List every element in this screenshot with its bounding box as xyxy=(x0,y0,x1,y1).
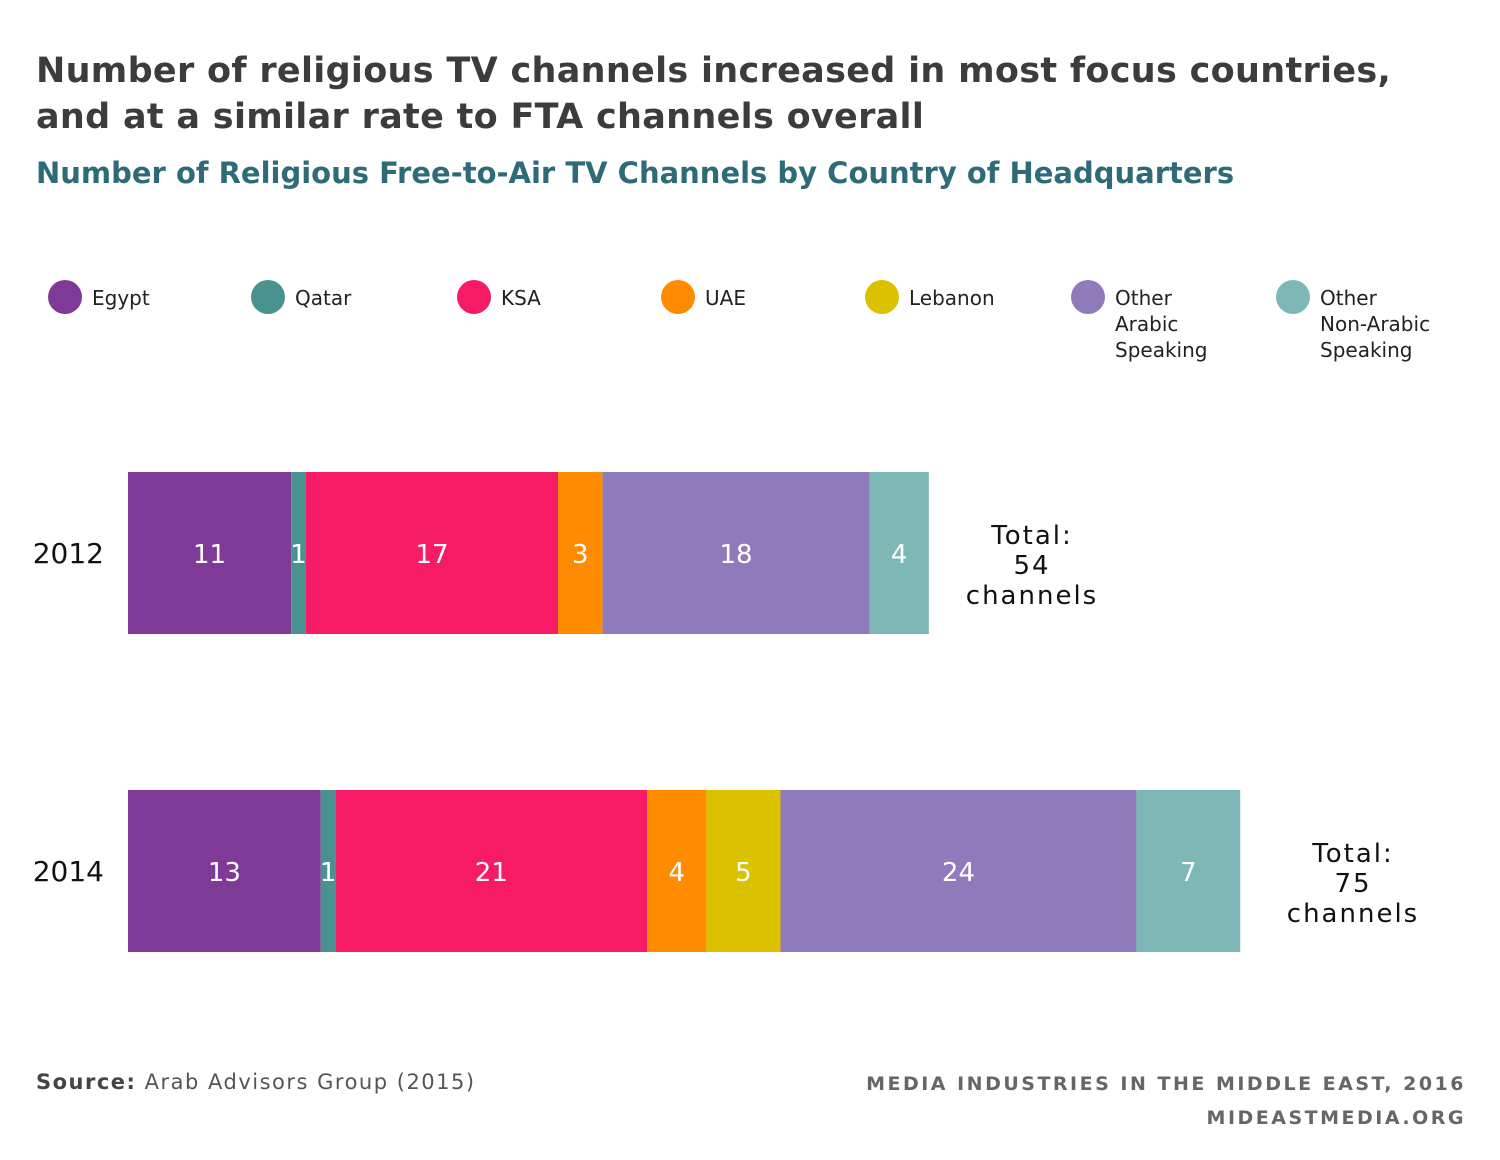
legend-item: Egypt xyxy=(48,280,242,314)
legend-swatch xyxy=(251,280,285,314)
legend-swatch xyxy=(48,280,82,314)
legend-label: KSA xyxy=(501,286,541,310)
legend-swatch xyxy=(661,280,695,314)
legend-label: Lebanon xyxy=(909,286,995,310)
legend-swatch xyxy=(1276,280,1310,314)
legend-item: KSA xyxy=(457,280,651,314)
legend-swatch xyxy=(1071,280,1105,314)
bar-segment xyxy=(128,790,321,952)
legend-item: Other Non-Arabic Speaking xyxy=(1276,280,1470,363)
total-label: 75 xyxy=(1334,869,1371,899)
data-label: 3 xyxy=(572,540,589,570)
bar-segment xyxy=(305,472,559,634)
source-note: Source: Arab Advisors Group (2015) xyxy=(36,1070,476,1094)
bar-segment xyxy=(869,472,929,634)
legend-label: Egypt xyxy=(92,286,150,310)
source-text: Arab Advisors Group (2015) xyxy=(144,1070,476,1094)
source-label: Source: xyxy=(36,1070,137,1094)
legend-label: Other Arabic Speaking xyxy=(1115,286,1208,362)
legend-item: Lebanon xyxy=(865,280,1059,314)
bar-segment xyxy=(706,790,781,952)
data-label: 18 xyxy=(719,540,752,570)
legend-item: Other Arabic Speaking xyxy=(1071,280,1265,363)
data-label: 13 xyxy=(208,858,241,888)
total-label: channels xyxy=(966,581,1098,611)
legend-label: Other Non-Arabic Speaking xyxy=(1320,286,1431,362)
total-label: Total: xyxy=(990,521,1072,551)
legend-label: UAE xyxy=(705,286,746,310)
data-label: 5 xyxy=(735,858,752,888)
bar-segment xyxy=(780,790,1137,952)
data-label: 17 xyxy=(415,540,448,570)
footer-website: MIDEASTMEDIA.ORG xyxy=(1206,1107,1466,1129)
bar-segment xyxy=(335,790,648,952)
legend-item: UAE xyxy=(661,280,855,314)
legend-label: Qatar xyxy=(295,286,352,310)
data-label: 24 xyxy=(942,858,975,888)
bar-segment xyxy=(291,472,306,634)
data-label: 1 xyxy=(290,540,307,570)
year-label: 2012 xyxy=(33,537,104,570)
footer-publication: MEDIA INDUSTRIES IN THE MIDDLE EAST, 201… xyxy=(866,1073,1466,1095)
data-label: 4 xyxy=(891,540,908,570)
data-label: 1 xyxy=(320,858,337,888)
bar-segment xyxy=(647,790,707,952)
data-label: 21 xyxy=(475,858,508,888)
data-label: 11 xyxy=(193,540,226,570)
bar-segment xyxy=(602,472,870,634)
legend-swatch xyxy=(865,280,899,314)
total-label: Total: xyxy=(1311,839,1393,869)
bar-segment xyxy=(1136,790,1241,952)
year-label: 2014 xyxy=(33,855,104,888)
legend-item: Qatar xyxy=(251,280,445,314)
bar-segment xyxy=(558,472,603,634)
total-label: channels xyxy=(1287,899,1419,929)
bar-segment xyxy=(320,790,336,952)
bar-segment xyxy=(128,472,292,634)
chart-title: Number of religious TV channels increase… xyxy=(36,51,1392,137)
chart-subtitle: Number of Religious Free-to-Air TV Chann… xyxy=(36,156,1235,190)
total-label: 54 xyxy=(1013,551,1050,581)
legend-swatch xyxy=(457,280,491,314)
data-label: 4 xyxy=(668,858,685,888)
data-label: 7 xyxy=(1180,858,1197,888)
